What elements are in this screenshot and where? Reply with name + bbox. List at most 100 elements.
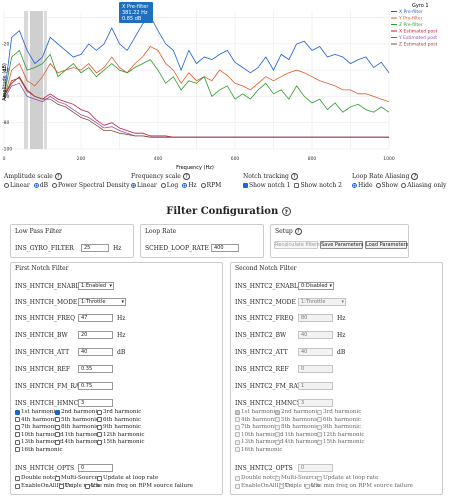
harmonic-checkbox[interactable]: 10th harmonic: [15, 432, 63, 438]
harmonic-checkbox[interactable]: 8th harmonic: [55, 424, 99, 430]
frequency-hz-radio[interactable]: Hz: [182, 182, 197, 189]
amplitude-psd-radio[interactable]: Power Spectral Density: [52, 182, 129, 189]
ins-gyro-filter-input[interactable]: 25: [81, 244, 109, 252]
harmonic-checkbox[interactable]: 16th harmonic: [15, 447, 63, 453]
save-parameters-button[interactable]: Save Parameters: [320, 241, 364, 249]
aliasing-show-radio[interactable]: Show: [375, 182, 398, 189]
param-unit: Hz: [117, 332, 126, 339]
option-checkbox[interactable]: EnableOnAllIMUs: [15, 483, 72, 489]
x-axis-label: Frequency (Hz): [176, 165, 214, 171]
param-input[interactable]: 80: [298, 314, 333, 322]
harmonic-checkbox[interactable]: 2nd harmonic: [55, 409, 100, 415]
harmonic-checkbox[interactable]: 1st harmonic: [15, 409, 58, 415]
legend-item[interactable]: X Pre-filter: [399, 9, 423, 15]
recalculate-filters-button[interactable]: Recalculate filters: [274, 241, 320, 249]
param-input[interactable]: 0.75: [78, 382, 113, 390]
param-input[interactable]: 47: [78, 314, 113, 322]
help-icon[interactable]: ?: [294, 228, 302, 235]
harmonic-checkbox[interactable]: 5th harmonic: [55, 417, 99, 423]
harmonic-checkbox[interactable]: 13th harmonic: [235, 439, 283, 445]
param-input[interactable]: 0.35: [78, 365, 113, 373]
harmonic-checkbox[interactable]: 15th harmonic: [97, 439, 145, 445]
harmonic-checkbox[interactable]: 16th harmonic: [235, 447, 283, 453]
param-input[interactable]: 40: [298, 348, 333, 356]
option-checkbox[interactable]: Triple notch: [59, 483, 100, 489]
loop-rate-aliasing-control: Loop Rate Aliasing ? Hide Show Aliasing …: [352, 173, 452, 189]
harmonic-checkbox[interactable]: 9th harmonic: [97, 424, 141, 430]
param-input[interactable]: 3: [78, 399, 113, 407]
legend-item[interactable]: Y Estimated post: [398, 35, 437, 41]
aliasing-only-radio[interactable]: Aliasing only: [401, 182, 446, 189]
param-input[interactable]: 3: [298, 399, 333, 407]
amplitude-db-radio[interactable]: dB: [33, 182, 48, 189]
option-checkbox[interactable]: Update at loop rate: [97, 475, 158, 481]
help-icon[interactable]: ?: [182, 173, 190, 180]
harmonic-checkbox[interactable]: 14th harmonic: [55, 439, 103, 445]
harmonic-checkbox[interactable]: 6th harmonic: [97, 417, 141, 423]
harmonic-checkbox[interactable]: 5th harmonic: [275, 417, 319, 423]
harmonic-checkbox[interactable]: 4th harmonic: [235, 417, 279, 423]
load-parameters-button[interactable]: Load Parameters: [365, 241, 409, 249]
param-select[interactable]: 0:Disabled: [298, 282, 334, 290]
aliasing-hide-radio[interactable]: Hide: [352, 182, 373, 189]
option-checkbox[interactable]: Multi-Source: [55, 475, 98, 481]
frequency-log-radio[interactable]: Log: [160, 182, 178, 189]
help-icon[interactable]: ?: [54, 173, 62, 180]
harmonic-checkbox[interactable]: 1st harmonic: [235, 409, 278, 415]
harmonic-checkbox[interactable]: 7th harmonic: [15, 424, 59, 430]
param-input[interactable]: 40: [78, 348, 113, 356]
legend-item[interactable]: Z Pre-filter: [399, 22, 423, 28]
legend-item[interactable]: Z Estimated post: [399, 42, 438, 48]
option-checkbox[interactable]: Double notch: [235, 475, 279, 481]
harmonic-checkbox[interactable]: 7th harmonic: [235, 424, 279, 430]
opts-input[interactable]: 0: [298, 464, 333, 472]
frequency-linear-radio[interactable]: Linear: [131, 182, 157, 189]
param-input[interactable]: 1: [298, 382, 333, 390]
harmonic-checkbox[interactable]: 8th harmonic: [275, 424, 319, 430]
harmonic-checkbox[interactable]: 3rd harmonic: [317, 409, 361, 415]
opts-input[interactable]: 0: [78, 464, 113, 472]
harmonic-checkbox[interactable]: 11th harmonic: [275, 432, 323, 438]
harmonic-checkbox[interactable]: 4th harmonic: [15, 417, 59, 423]
option-checkbox[interactable]: Use min freq on RPM source failure: [305, 483, 413, 489]
param-select[interactable]: 1:Enabled: [78, 282, 114, 290]
option-checkbox[interactable]: Update at loop rate: [317, 475, 378, 481]
option-checkbox[interactable]: Multi-Source: [275, 475, 318, 481]
amplitude-linear-radio[interactable]: Linear: [4, 182, 30, 189]
param-select[interactable]: 1:Throttle: [298, 298, 346, 306]
harmonic-checkbox[interactable]: 12th harmonic: [97, 432, 145, 438]
harmonic-checkbox[interactable]: 3rd harmonic: [97, 409, 141, 415]
harmonic-checkbox[interactable]: 10th harmonic: [235, 432, 283, 438]
param-select[interactable]: 1:Throttle: [78, 298, 126, 306]
option-checkbox[interactable]: Double notch: [15, 475, 59, 481]
param-input[interactable]: 20: [78, 331, 113, 339]
harmonic-checkbox[interactable]: 15th harmonic: [317, 439, 365, 445]
harmonic-checkbox[interactable]: 14th harmonic: [275, 439, 323, 445]
sched-loop-rate-input[interactable]: 400: [211, 244, 239, 252]
harmonic-checkbox[interactable]: 9th harmonic: [317, 424, 361, 430]
harmonic-checkbox[interactable]: 2nd harmonic: [275, 409, 320, 415]
legend-item[interactable]: Y Pre-filter: [398, 16, 423, 22]
show-notch-2-checkbox[interactable]: Show notch 2: [294, 182, 342, 189]
help-icon[interactable]: ?: [411, 173, 419, 180]
show-notch-1-checkbox[interactable]: Show notch 1: [243, 182, 290, 189]
harmonic-checkbox[interactable]: 13th harmonic: [15, 439, 63, 445]
spectrum-chart[interactable]: -20 -40 -60 -80 -100 0 200 400 600 800 1000 Frequ…: [0, 0, 457, 172]
option-checkbox[interactable]: Triple notch: [279, 483, 320, 489]
param-input[interactable]: 40: [298, 331, 333, 339]
y-tick-label: -80: [2, 120, 9, 126]
help-icon[interactable]: ?: [281, 207, 291, 216]
harmonic-checkbox[interactable]: 11th harmonic: [55, 432, 103, 438]
param-input[interactable]: 0: [298, 365, 333, 373]
harmonic-checkbox[interactable]: 12th harmonic: [317, 432, 365, 438]
harmonic-checkbox[interactable]: 6th harmonic: [317, 417, 361, 423]
option-checkbox[interactable]: EnableOnAllIMUs: [235, 483, 292, 489]
first-notch-panel: First Notch Filter INS_HNTCH_ENABLE 1:Ena…: [10, 262, 223, 495]
frequency-rpm-radio[interactable]: RPM: [200, 182, 221, 189]
legend-item[interactable]: X Estimated post: [399, 29, 438, 35]
amplitude-scale-title: Amplitude scale: [4, 173, 53, 180]
y-tick-label: -20: [2, 41, 9, 47]
option-checkbox[interactable]: Use min freq on RPM source failure: [85, 483, 193, 489]
help-icon[interactable]: ?: [290, 173, 298, 180]
